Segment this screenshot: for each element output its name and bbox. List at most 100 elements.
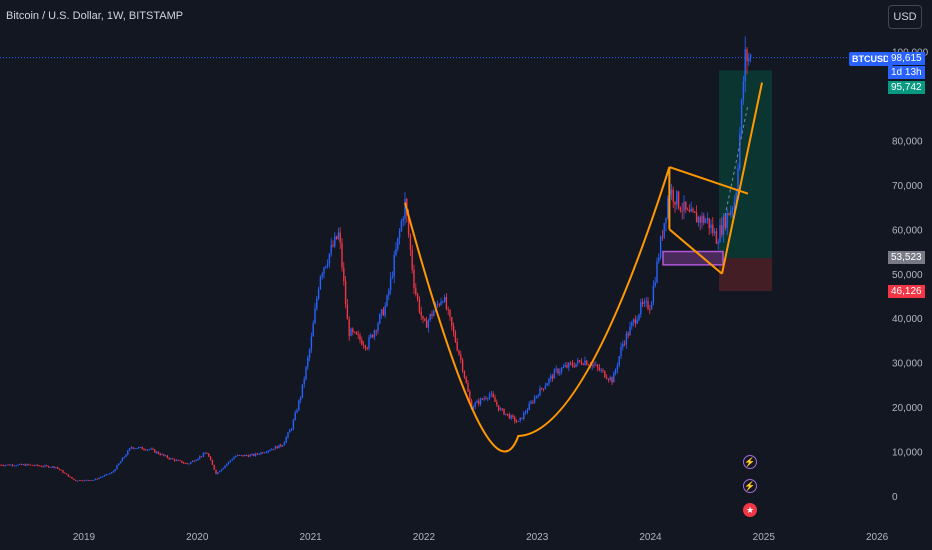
candle-body <box>137 447 140 449</box>
candle-body <box>499 408 502 411</box>
candle-body <box>10 464 12 466</box>
candle-body <box>726 213 728 228</box>
candle-body <box>206 453 208 455</box>
candle-body <box>317 289 320 299</box>
candle-body <box>85 479 88 481</box>
candle-body <box>283 442 286 446</box>
candle-body <box>658 257 660 262</box>
candle-body <box>278 444 280 449</box>
y-tick-label: 60,000 <box>892 225 923 236</box>
candle-body <box>478 400 480 404</box>
candle-body <box>553 369 556 379</box>
candle-body <box>415 288 417 294</box>
symbol-tag: BTCUSD <box>849 52 893 66</box>
candle-body <box>490 393 493 395</box>
candle-body <box>353 331 356 333</box>
candle-body <box>627 333 629 336</box>
candle-body <box>46 465 48 467</box>
candle-body <box>649 309 651 310</box>
candle-body <box>73 478 75 480</box>
candle-body <box>474 402 476 407</box>
candle-body <box>539 387 541 396</box>
candle-body <box>58 468 61 470</box>
candle-body <box>735 192 737 202</box>
candle-body <box>285 437 287 443</box>
candle-body <box>506 413 509 415</box>
candle-body <box>28 464 30 465</box>
candle-body <box>179 460 181 462</box>
candle-body <box>422 315 424 319</box>
candle-body <box>53 466 55 468</box>
candle-body <box>326 263 329 267</box>
candle-body <box>602 369 604 371</box>
candle-body <box>218 471 221 473</box>
wedge-upper-line <box>669 166 749 195</box>
candle-body <box>550 375 552 379</box>
candle-body <box>559 371 561 374</box>
x-tick-label: 2024 <box>639 532 662 543</box>
candle-body <box>605 377 608 379</box>
candle-body <box>514 417 516 422</box>
candle-body <box>685 201 687 210</box>
candle-body <box>389 277 392 291</box>
candle-body <box>445 297 448 310</box>
candle-body <box>211 460 214 465</box>
candle-body <box>188 463 190 465</box>
candle-body <box>195 459 197 462</box>
candle-body <box>125 454 127 457</box>
candle-body <box>521 417 523 419</box>
candle-body <box>420 311 422 316</box>
entry-price-tag: 53,523 <box>888 251 925 264</box>
candle-body <box>710 224 712 229</box>
lightning-icon[interactable]: ⚡ <box>743 455 757 469</box>
candle-body <box>352 328 354 332</box>
candle-body <box>229 460 232 462</box>
candle-body <box>128 448 131 451</box>
candle-body <box>236 455 239 457</box>
candle-body <box>728 213 730 216</box>
us-flag-icon[interactable]: ★ <box>743 503 757 517</box>
candle-body <box>451 317 453 327</box>
candle-body <box>440 301 442 305</box>
y-tick-label: 80,000 <box>892 136 923 147</box>
candle-body <box>2 465 5 467</box>
lightning-icon[interactable]: ⚡ <box>743 479 757 493</box>
candle-body <box>722 216 725 235</box>
x-tick-label: 2023 <box>526 532 549 543</box>
candle-body <box>109 473 111 475</box>
candle-body <box>654 282 656 286</box>
candle-body <box>184 462 187 464</box>
cup-pattern <box>404 166 671 453</box>
candle-body <box>472 406 475 410</box>
candle-body <box>742 81 745 100</box>
candle-body <box>501 408 503 410</box>
candle-body <box>632 319 635 323</box>
candle-body <box>641 302 644 304</box>
candle-body <box>289 430 291 433</box>
x-tick-label: 2021 <box>299 532 322 543</box>
candle-body <box>47 465 50 468</box>
candle-body <box>164 455 167 457</box>
candle-body <box>659 236 662 258</box>
candle-body <box>427 319 430 328</box>
candle-body <box>638 314 640 320</box>
candle-body <box>191 460 194 463</box>
candle-body <box>652 285 655 303</box>
candle-body <box>208 453 210 457</box>
candle-body <box>130 447 133 449</box>
candle-body <box>260 452 262 455</box>
candle-body <box>488 394 491 399</box>
candle-body <box>359 335 361 341</box>
candle-body <box>339 232 341 243</box>
chart-title: Bitcoin / U.S. Dollar, 1W, BITSTAMP <box>6 10 184 22</box>
currency-button[interactable]: USD <box>888 5 922 29</box>
candle-body <box>505 413 507 415</box>
candle-body <box>517 420 520 422</box>
candle-body <box>249 454 251 457</box>
candle-body <box>485 398 487 400</box>
candle-body <box>496 401 498 406</box>
candle-body <box>587 364 590 366</box>
candle-body <box>78 480 80 482</box>
candle-body <box>600 369 602 371</box>
